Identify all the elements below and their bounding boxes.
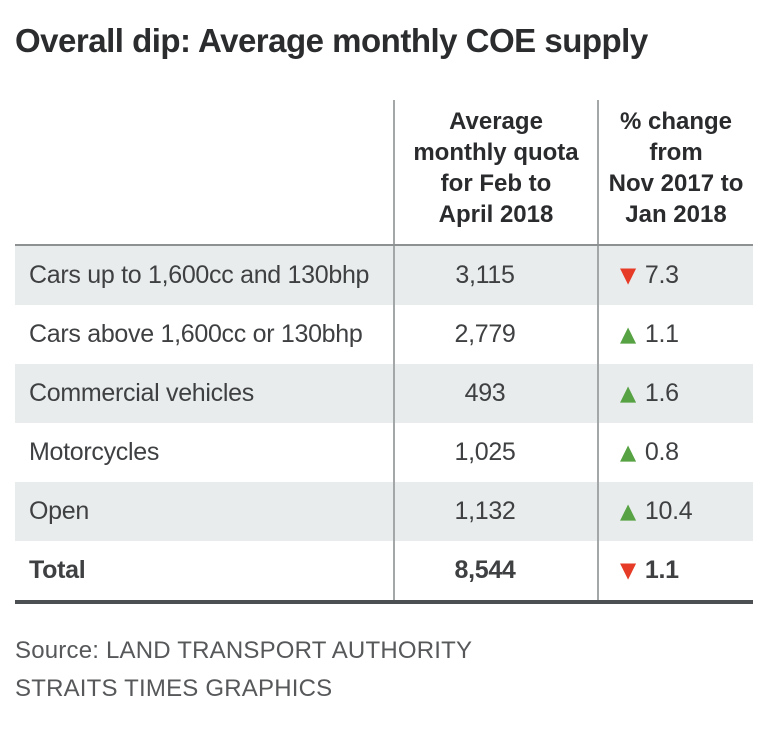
- chart-title: Overall dip: Average monthly COE supply: [15, 22, 648, 59]
- coe-supply-table: Average monthly quota for Feb to April 2…: [15, 100, 753, 604]
- change-arrow-icon: ▼: [620, 263, 636, 287]
- table-row: Open 1,132 ▲ 10.4: [15, 482, 753, 541]
- change-cell: ▼ 1.1: [597, 541, 753, 600]
- table-row: Cars up to 1,600cc and 130bhp 3,115 ▼ 7.…: [15, 246, 753, 305]
- header-category-spacer: [15, 100, 393, 244]
- header-change-label: % change from Nov 2017 to Jan 2018: [597, 100, 753, 244]
- change-cell: ▲ 1.6: [597, 364, 753, 423]
- change-arrow-icon: ▲: [620, 381, 636, 405]
- source-credit: Source: LAND TRANSPORT AUTHORITY STRAITS…: [15, 632, 472, 708]
- table-header-row: Average monthly quota for Feb to April 2…: [15, 100, 753, 246]
- table-row: Total 8,544 ▼ 1.1: [15, 541, 753, 600]
- source-line: Source: LAND TRANSPORT AUTHORITY: [15, 637, 473, 664]
- change-cell: ▼ 7.3: [597, 246, 753, 305]
- change-value: 0.8: [644, 438, 679, 466]
- table-row: Motorcycles 1,025 ▲ 0.8: [15, 423, 753, 482]
- change-arrow-icon: ▲: [620, 322, 636, 346]
- row-label: Cars above 1,600cc or 130bhp: [29, 320, 363, 348]
- change-value: 10.4: [644, 497, 693, 525]
- change-value: 7.3: [644, 261, 679, 289]
- row-label: Total: [29, 556, 86, 584]
- quota-value: 1,132: [393, 482, 597, 541]
- table-row: Commercial vehicles 493 ▲ 1.6: [15, 364, 753, 423]
- row-label: Commercial vehicles: [29, 379, 254, 407]
- quota-value: 2,779: [393, 305, 597, 364]
- quota-value: 493: [393, 364, 597, 423]
- change-value: 1.1: [644, 556, 679, 584]
- row-label: Open: [29, 497, 89, 525]
- table-body: Cars up to 1,600cc and 130bhp 3,115 ▼ 7.…: [15, 246, 753, 604]
- quota-value: 1,025: [393, 423, 597, 482]
- row-label: Motorcycles: [29, 438, 160, 466]
- credit-line: STRAITS TIMES GRAPHICS: [15, 675, 333, 702]
- change-arrow-icon: ▲: [620, 440, 636, 464]
- change-value: 1.6: [644, 379, 679, 407]
- change-cell: ▲ 10.4: [597, 482, 753, 541]
- table-row: Cars above 1,600cc or 130bhp 2,779 ▲ 1.1: [15, 305, 753, 364]
- change-cell: ▲ 0.8: [597, 423, 753, 482]
- row-label: Cars up to 1,600cc and 130bhp: [29, 261, 370, 289]
- change-arrow-icon: ▲: [620, 499, 636, 523]
- change-cell: ▲ 1.1: [597, 305, 753, 364]
- change-value: 1.1: [644, 320, 679, 348]
- quota-value: 3,115: [393, 246, 597, 305]
- quota-value: 8,544: [393, 541, 597, 600]
- header-quota-label: Average monthly quota for Feb to April 2…: [393, 100, 597, 244]
- change-arrow-icon: ▼: [620, 558, 636, 582]
